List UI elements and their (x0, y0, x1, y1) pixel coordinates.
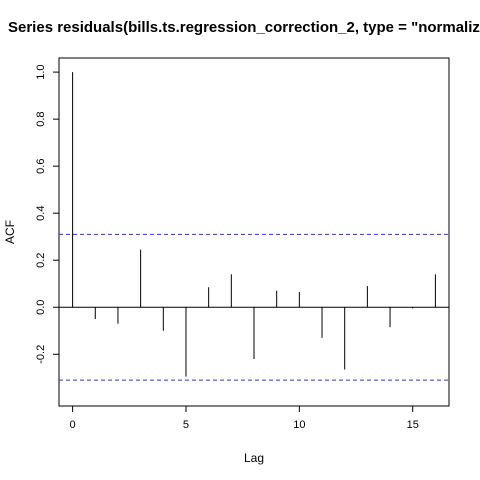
y-tick-label: 0.4 (35, 206, 47, 221)
y-tick-label: 1.0 (35, 64, 47, 79)
y-axis-label: ACF (3, 220, 17, 244)
x-axis: 0 5 10 15 (70, 406, 419, 431)
x-tick-label: 15 (407, 419, 419, 431)
y-tick-label: 0.2 (35, 253, 47, 268)
x-tick-label: 5 (183, 419, 189, 431)
y-tick-label: -0.2 (35, 345, 47, 364)
x-tick-label: 10 (293, 419, 305, 431)
y-tick-label: 0.6 (35, 159, 47, 174)
y-axis: -0.2 0.0 0.2 0.4 0.6 0.8 1.0 (35, 64, 59, 364)
plot-border (58, 57, 450, 407)
x-axis-label: Lag (244, 451, 264, 465)
y-tick-label: 0.8 (35, 111, 47, 126)
chart-title: Series residuals(bills.ts.regression_cor… (8, 19, 480, 36)
acf-spikes (59, 72, 449, 381)
y-tick-label: 0.0 (35, 300, 47, 315)
x-tick-label: 0 (70, 419, 76, 431)
